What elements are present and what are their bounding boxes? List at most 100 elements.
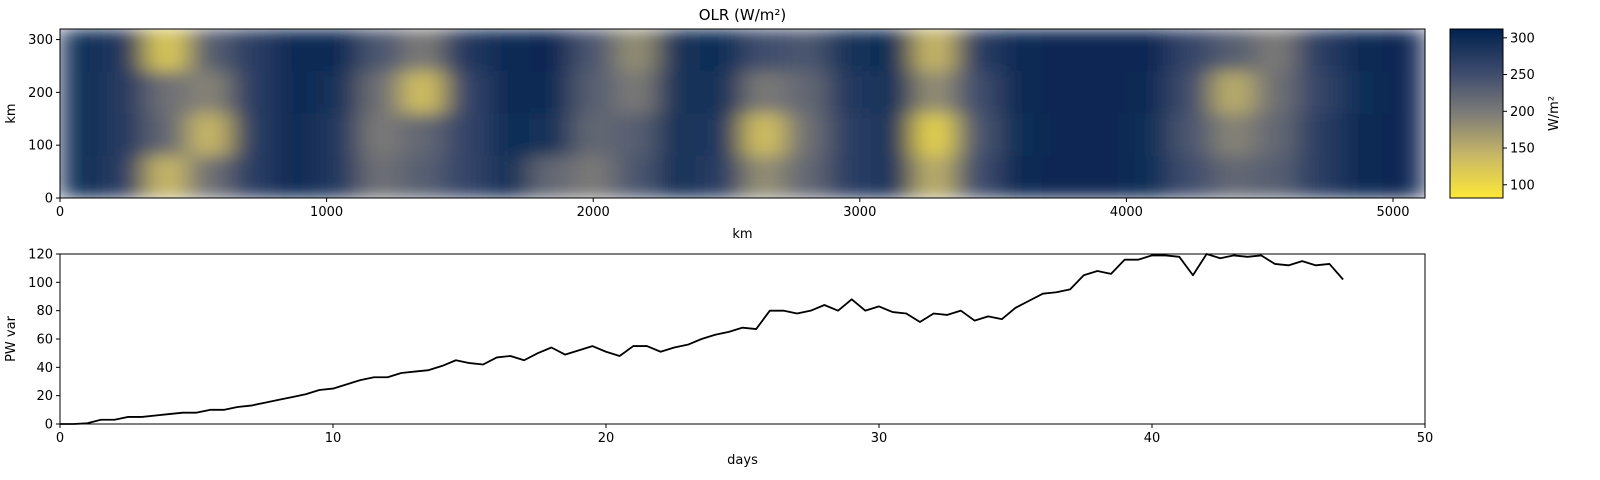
heatmap-cell — [1382, 71, 1425, 114]
heatmap-cell — [1382, 29, 1425, 72]
heatmap-cell — [1297, 113, 1341, 157]
y-tick-label: 20 — [36, 389, 53, 404]
heatmap-cell — [60, 71, 104, 114]
heatmap-cell — [827, 113, 871, 157]
x-tick-label: 40 — [1144, 431, 1161, 446]
y-tick-label: 0 — [45, 418, 53, 433]
heatmap-cell — [1041, 155, 1085, 198]
heatmap-field — [60, 29, 1425, 198]
heatmap-cell — [358, 29, 402, 72]
heatmap-cell — [699, 113, 743, 157]
heatmap-cell — [657, 29, 701, 72]
heatmap-cell — [571, 71, 616, 114]
heatmap-cell — [358, 113, 402, 157]
heatmap-cell — [1083, 29, 1127, 72]
y-tick-label: 120 — [28, 248, 53, 263]
colorbar-label: W/m² — [1547, 96, 1562, 131]
heatmap-cell — [273, 155, 317, 198]
heatmap-cell — [955, 71, 999, 114]
heatmap-cell — [1339, 29, 1383, 72]
colorbar-tick-label: 300 — [1510, 31, 1535, 46]
heatmap-cell — [401, 113, 445, 157]
heatmap-cell — [870, 155, 914, 198]
heatmap-cell — [1169, 71, 1213, 114]
heatmap-cell — [145, 29, 189, 72]
y-axis-label: PW var — [4, 315, 19, 361]
heatmap-cell — [955, 155, 999, 198]
heatmap-cell — [60, 155, 104, 198]
x-tick-label: 50 — [1417, 431, 1434, 446]
heatmap-cell — [1041, 71, 1085, 114]
x-tick-label: 30 — [871, 431, 888, 446]
heatmap-cell — [827, 155, 871, 198]
heatmap-cell — [187, 71, 232, 114]
y-tick-label: 40 — [36, 361, 53, 376]
heatmap-cell — [571, 155, 616, 198]
heatmap-cell — [614, 71, 658, 114]
heatmap-cell — [571, 29, 616, 72]
y-tick-label: 80 — [36, 304, 53, 319]
heatmap-cell — [870, 29, 914, 72]
heatmap-cell — [614, 113, 658, 157]
y-axis-label: km — [4, 103, 19, 123]
heatmap-cell — [315, 155, 360, 198]
x-tick-label: 0 — [56, 431, 64, 446]
heatmap-cell — [1382, 155, 1425, 198]
heatmap-cell — [827, 71, 871, 114]
heatmap-cell — [1169, 29, 1213, 72]
heatmap-cell — [145, 113, 189, 157]
heatmap-cell — [187, 29, 232, 72]
heatmap-cell — [657, 113, 701, 157]
heatmap-cell — [529, 113, 573, 157]
heatmap-cell — [401, 29, 445, 72]
heatmap-cell — [529, 71, 573, 114]
heatmap-cell — [955, 113, 999, 157]
y-tick-label: 0 — [45, 192, 53, 207]
heatmap-cell — [187, 113, 232, 157]
heatmap-cell — [1254, 113, 1298, 157]
x-axis-label: days — [727, 453, 758, 468]
heatmap-cell — [1339, 113, 1383, 157]
heatmap-cell — [870, 113, 914, 157]
heatmap-cell — [742, 71, 786, 114]
heatmap-cell — [529, 155, 573, 198]
colorbar-tick-label: 250 — [1510, 68, 1535, 83]
heatmap-cell — [315, 29, 360, 72]
heatmap-cell — [1083, 71, 1127, 114]
heatmap-cell — [699, 155, 743, 198]
heatmap-cell — [785, 71, 829, 114]
heatmap-cell — [913, 155, 957, 198]
heatmap-cell — [614, 29, 658, 72]
heatmap-cell — [742, 155, 786, 198]
heatmap-cell — [913, 71, 957, 114]
heatmap-cell — [145, 155, 189, 198]
heatmap-cell — [145, 71, 189, 114]
x-tick-label: 10 — [325, 431, 342, 446]
heatmap-cell — [998, 29, 1042, 72]
x-axis-label: km — [732, 227, 752, 242]
y-tick-label: 300 — [28, 33, 53, 48]
heatmap-cell — [102, 155, 146, 198]
line — [60, 253, 1344, 425]
heatmap-cell — [1339, 155, 1383, 198]
heatmap-cell — [785, 113, 829, 157]
heatmap-cell — [102, 71, 146, 114]
heatmap-cell — [102, 29, 146, 72]
heatmap-cell — [315, 71, 360, 114]
heatmap-cell — [785, 29, 829, 72]
heatmap-cell — [1169, 155, 1213, 198]
heatmap-cell — [1126, 71, 1170, 114]
axes-frame — [59, 28, 1426, 199]
x-tick-label: 5000 — [1376, 205, 1409, 220]
heatmap-cell — [827, 29, 871, 72]
heatmap-cell — [443, 29, 488, 72]
heatmap-cell — [699, 71, 743, 114]
heatmap-cell — [1169, 113, 1213, 157]
heatmap-cell — [60, 29, 104, 72]
heatmap-cell — [230, 113, 274, 157]
heatmap-cell — [998, 113, 1042, 157]
chart-title: OLR (W/m²) — [699, 6, 787, 24]
y-tick-label: 60 — [36, 333, 53, 348]
heatmap-cell — [230, 29, 274, 72]
heatmap-cell — [1211, 155, 1255, 198]
